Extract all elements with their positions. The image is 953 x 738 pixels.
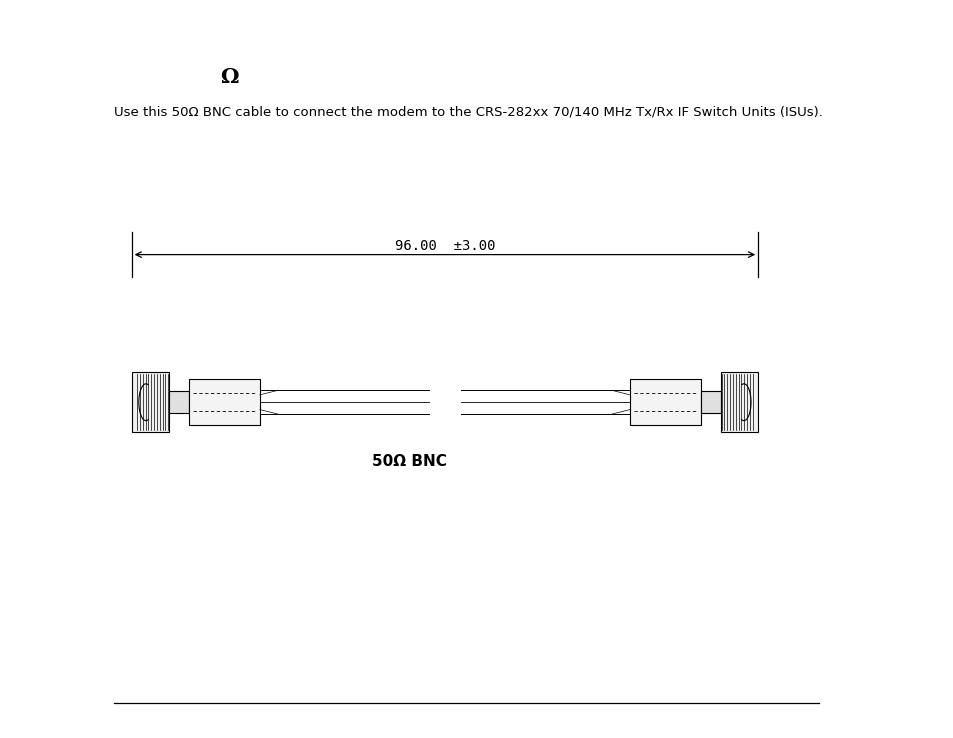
Bar xyxy=(700,391,720,413)
Bar xyxy=(720,372,758,432)
Bar xyxy=(189,379,259,425)
Bar xyxy=(132,372,169,432)
Bar xyxy=(629,379,700,425)
Text: Use this 50Ω BNC cable to connect the modem to the CRS-282xx 70/140 MHz Tx/Rx IF: Use this 50Ω BNC cable to connect the mo… xyxy=(113,106,821,119)
Text: 50Ω BNC: 50Ω BNC xyxy=(372,454,446,469)
Bar xyxy=(169,391,189,413)
Text: Ω: Ω xyxy=(220,67,238,88)
Text: 96.00  ±3.00: 96.00 ±3.00 xyxy=(395,239,495,253)
